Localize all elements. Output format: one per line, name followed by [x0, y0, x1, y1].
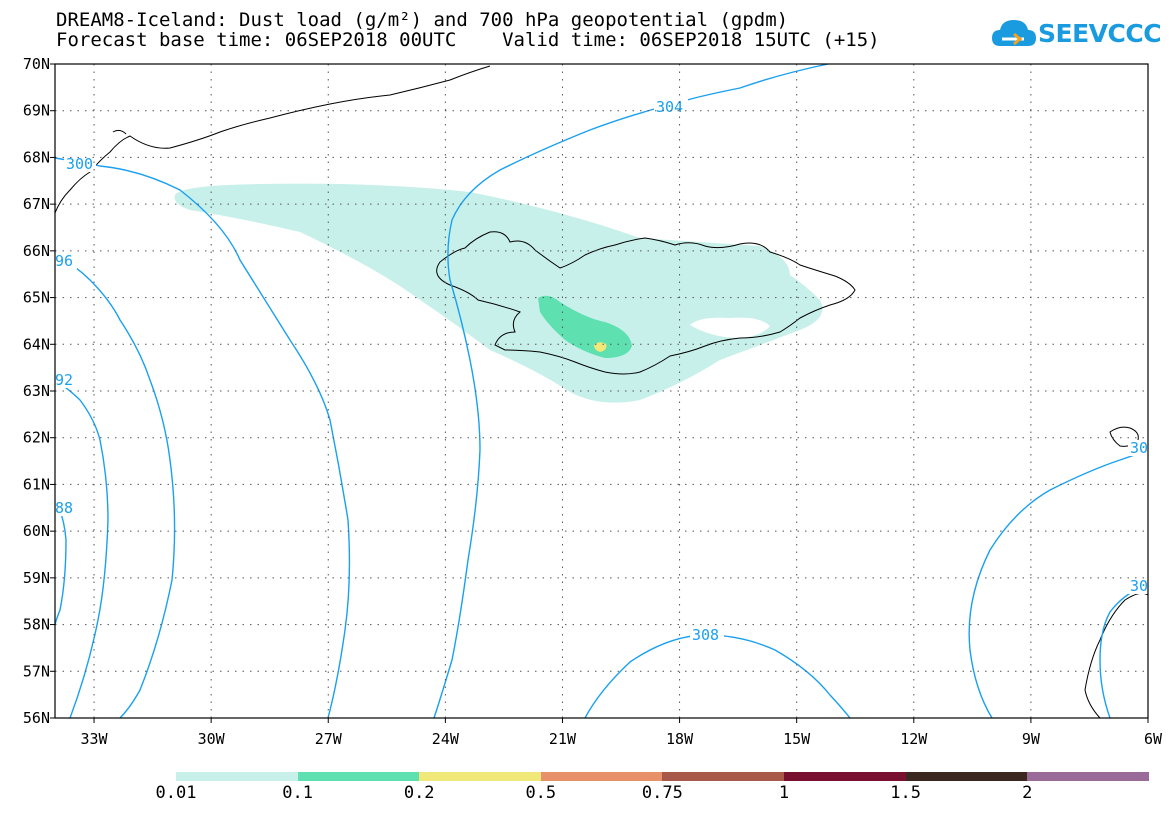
lon-label: 30W: [198, 730, 226, 748]
map-title-line1: DREAM8-Iceland: Dust load (g/m²) and 700…: [56, 9, 789, 31]
lon-label: 18W: [666, 730, 694, 748]
contour-label-288: 88: [55, 499, 73, 517]
contour-label-30b: 30: [1130, 577, 1148, 595]
lat-label: 56N: [23, 709, 50, 727]
lat-label: 64N: [23, 335, 50, 353]
contour-label-bg: [1128, 440, 1148, 456]
contour-label-bg: [55, 372, 77, 388]
contour-label-bg: [55, 253, 77, 269]
legend-label: 0.2: [403, 783, 435, 803]
lat-label: 61N: [23, 475, 50, 493]
legend-label: 0.01: [155, 783, 197, 803]
legend-swatch: [784, 772, 906, 781]
lat-label: 69N: [23, 102, 50, 120]
lat-label: 70N: [23, 55, 50, 73]
legend-swatch: [540, 772, 663, 781]
contour-label-bg: [690, 627, 724, 643]
latitude-labels: 70N 69N 68N 67N 66N 65N 64N 63N 62N 61N 60N 59N 58N 5…: [23, 55, 50, 727]
lat-label: 63N: [23, 382, 50, 400]
lat-label: 67N: [23, 195, 50, 213]
logo-text: SEEVCCC: [1038, 19, 1162, 48]
legend-label: 0.5: [525, 783, 557, 803]
longitude-labels: 33W 30W 27W 24W 21W 18W 15W 12W 9W 6W: [80, 730, 1162, 748]
lon-label: 21W: [549, 730, 577, 748]
dust-area-gap: [690, 317, 770, 338]
contour-label-300: 300: [66, 155, 93, 173]
lon-label: 12W: [900, 730, 928, 748]
scotland-coastline: [1084, 592, 1149, 719]
dust-area-low: [174, 183, 823, 403]
legend-label: 1.5: [890, 783, 921, 803]
contour-label-296: 96: [55, 252, 73, 270]
lon-label: 33W: [80, 730, 108, 748]
legend-swatch: [419, 772, 541, 781]
contour-label-304: 304: [656, 98, 683, 116]
lat-label: 57N: [23, 662, 50, 680]
contour-30a: [968, 449, 1149, 719]
lat-label: 62N: [23, 429, 50, 447]
legend-swatch: [297, 772, 420, 781]
greenland-coastline: [54, 65, 491, 214]
cloud-icon: [992, 20, 1036, 46]
legend-swatch: [905, 772, 1028, 781]
contour-label-292: 92: [55, 371, 73, 389]
map-title-line2: Forecast base time: 06SEP2018 00UTC Vali…: [56, 29, 880, 51]
contour-label-bg: [64, 156, 96, 172]
legend-label: 0.75: [641, 783, 683, 803]
dust-area-mid: [538, 295, 632, 358]
lon-label: 24W: [432, 730, 460, 748]
contour-292: [54, 379, 109, 719]
legend-swatch: [662, 772, 784, 781]
lat-label: 68N: [23, 148, 50, 166]
seevccc-logo: SEEVCCC: [990, 14, 1162, 56]
legend-label: 2: [1022, 783, 1033, 803]
legend-label: 0.1: [282, 783, 313, 803]
lat-label: 60N: [23, 522, 50, 540]
contour-label-bg: [1128, 578, 1148, 594]
lon-label: 9W: [1022, 730, 1041, 748]
contour-label-30a: 30: [1130, 439, 1148, 457]
lon-label: 15W: [783, 730, 811, 748]
contour-296: [54, 254, 176, 719]
lat-label: 65N: [23, 289, 50, 307]
contour-label-bg: [55, 500, 73, 516]
lat-label: 58N: [23, 616, 50, 634]
contour-288: [54, 499, 67, 626]
lon-label: 6W: [1144, 730, 1163, 748]
axis-ticks: [50, 63, 1149, 723]
contour-300: [54, 157, 351, 719]
contour-308: [584, 634, 851, 719]
lat-label: 66N: [23, 242, 50, 260]
legend-swatch: [176, 772, 298, 781]
contour-30b: [1099, 584, 1149, 719]
legend-swatch: [1027, 772, 1149, 781]
lon-label: 27W: [315, 730, 343, 748]
contour-label-308: 308: [692, 626, 719, 644]
legend-label: 1: [778, 783, 790, 803]
iceland-coastline: [436, 231, 856, 375]
lat-label: 59N: [23, 569, 50, 587]
